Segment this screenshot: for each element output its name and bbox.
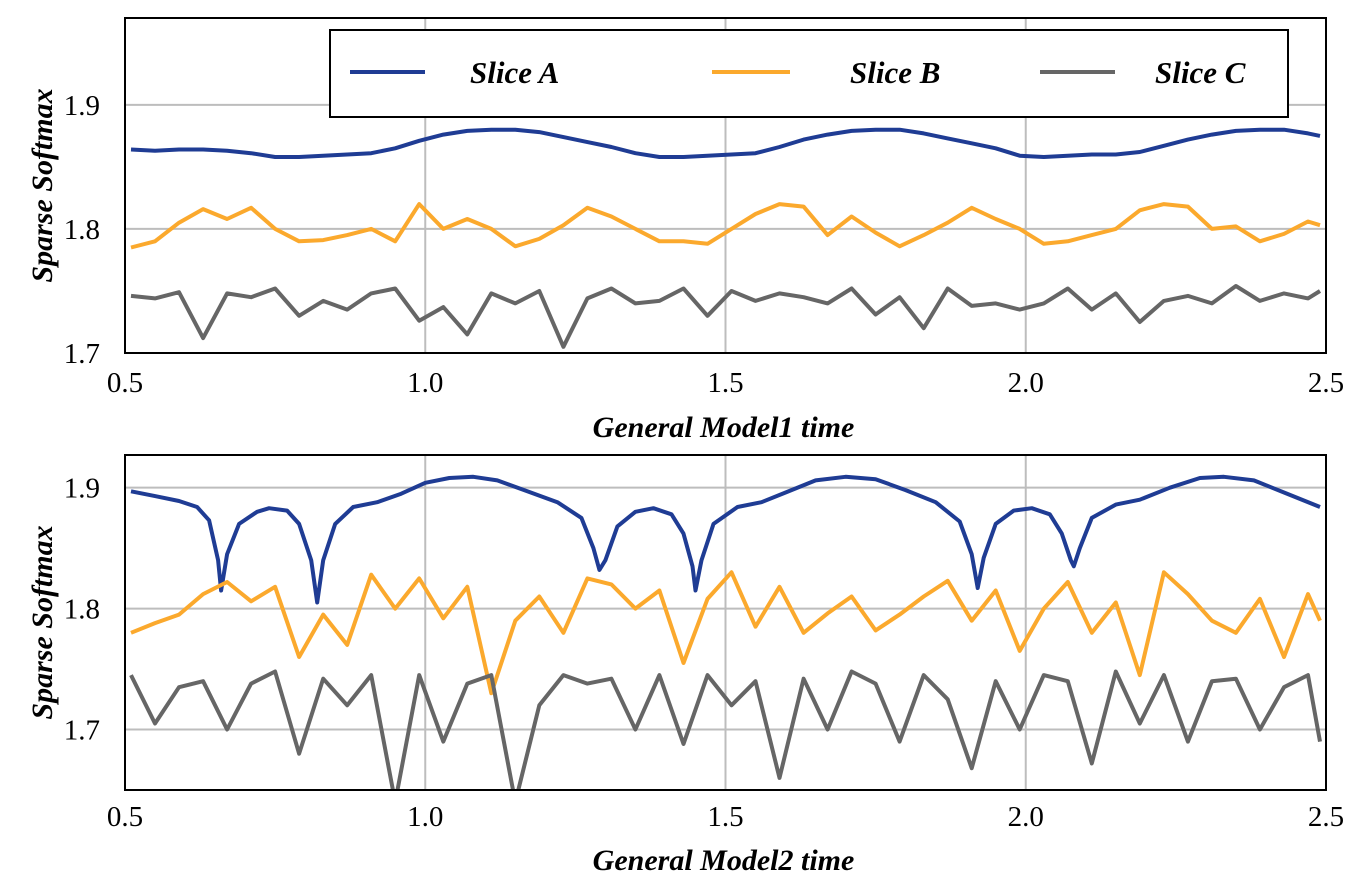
x-tick-label: 0.5 <box>107 801 143 833</box>
series-line-slice-a <box>130 127 1321 159</box>
y-tick-label: 1.9 <box>64 473 100 505</box>
x-tick-label: 2.5 <box>1308 367 1344 399</box>
legend-label-slice-c: Slice C <box>1155 55 1246 90</box>
x-tick-label: 2.0 <box>1008 367 1044 399</box>
axes-frame <box>124 17 1327 354</box>
y-tick-label: 1.7 <box>64 715 100 747</box>
y-axis-label: Sparse Softmax <box>26 525 59 719</box>
series-line-slice-b <box>130 570 1322 696</box>
legend-label-slice-a: Slice A <box>470 55 559 90</box>
x-tick-label: 1.0 <box>407 801 443 833</box>
plot-2: 0.5 1.0 1.5 2.0 2.5 1.7 1.8 1.9 General Model2 t… <box>26 454 1344 877</box>
x-tick-label: 2.0 <box>1008 801 1044 833</box>
x-tick-label: 1.5 <box>707 801 743 833</box>
plot-1: 0.5 1.0 1.5 2.0 2.5 1.7 1.8 1.9 General Model1 t… <box>26 17 1344 444</box>
x-tick-label: 0.5 <box>107 367 143 399</box>
y-axis-label: Sparse Softmax <box>26 88 59 282</box>
legend: Slice A Slice B Slice C <box>329 29 1289 118</box>
series-line-slice-c <box>129 669 1322 790</box>
x-tick-label: 1.0 <box>407 367 443 399</box>
legend-label-slice-b: Slice B <box>850 55 940 90</box>
x-axis-label: General Model1 time <box>593 411 855 444</box>
series-line-slice-b <box>130 202 1321 250</box>
y-tick-label: 1.8 <box>64 594 100 626</box>
x-tick-label: 1.5 <box>707 367 743 399</box>
x-tick-label: 2.5 <box>1308 801 1344 833</box>
series-line-slice-a <box>130 474 1321 605</box>
series-line-slice-c <box>130 284 1322 349</box>
x-axis-label: General Model2 time <box>593 844 855 877</box>
y-tick-label: 1.7 <box>64 338 100 370</box>
y-tick-label: 1.9 <box>64 90 100 122</box>
axes-frame <box>124 454 1327 791</box>
y-tick-label: 1.8 <box>64 214 100 246</box>
